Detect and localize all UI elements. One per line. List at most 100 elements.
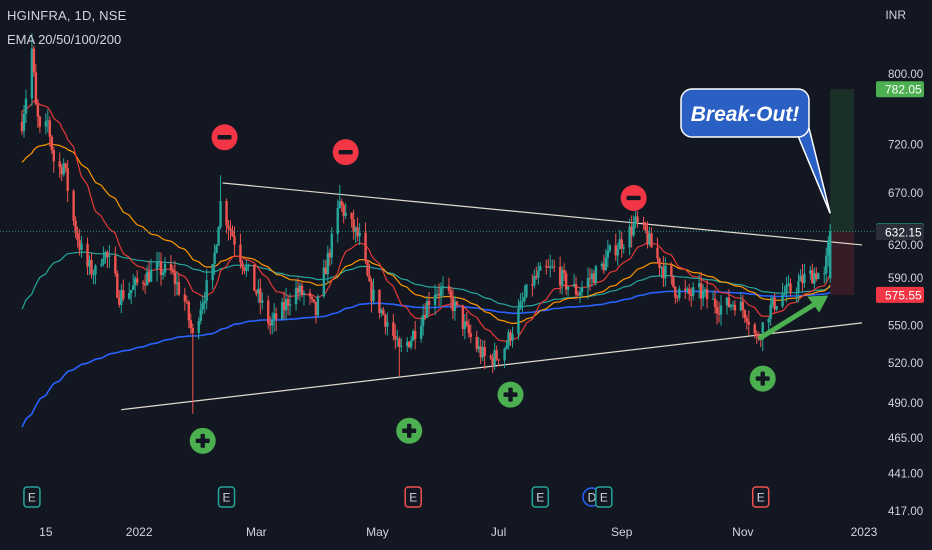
buy-signal-plus-icon — [396, 417, 423, 444]
candle-body — [634, 216, 637, 225]
candle-body — [326, 252, 330, 275]
candle-body — [130, 289, 133, 294]
candle-body — [741, 301, 745, 311]
candle-body — [356, 227, 359, 237]
sell-signal-minus-icon — [211, 124, 238, 151]
trendlines[interactable] — [121, 182, 863, 411]
candle-body — [729, 304, 733, 307]
candle-body — [419, 325, 423, 339]
candle-body — [80, 243, 83, 250]
candle-body — [489, 355, 492, 358]
candle-body — [827, 240, 830, 256]
candle-body — [231, 230, 234, 237]
candle-body — [370, 281, 373, 302]
event-letter: E — [28, 491, 36, 505]
candle-body — [171, 270, 175, 273]
candle-body — [267, 300, 270, 324]
candle-body — [437, 294, 441, 296]
candle-body — [537, 270, 540, 278]
candle-body — [672, 276, 675, 287]
candle-body — [382, 309, 385, 315]
candle-body — [94, 265, 97, 275]
candle-body — [30, 48, 34, 99]
candle-body — [465, 321, 469, 325]
y-tick-label: 620.00 — [888, 240, 923, 252]
candle-body — [670, 265, 673, 277]
candle-body — [366, 261, 369, 276]
breakout-callout[interactable]: Break-Out! — [680, 88, 831, 214]
candle-body — [795, 292, 798, 294]
signal-markers[interactable] — [189, 124, 776, 454]
candle-body — [410, 340, 413, 348]
candle-body — [128, 293, 131, 299]
y-tick-label: 490.00 — [888, 398, 923, 410]
candle-body — [771, 297, 774, 305]
candle-body — [715, 307, 719, 314]
price-label: 632.15 — [876, 223, 924, 240]
candle-body — [755, 333, 758, 337]
x-tick-label: 2023 — [851, 525, 878, 539]
candle-body — [243, 267, 246, 271]
candle-body — [731, 304, 735, 306]
candle-body — [644, 223, 647, 232]
candle-body — [141, 282, 145, 284]
candle-body — [533, 275, 536, 286]
candle-body — [711, 298, 715, 300]
candle-body — [241, 262, 244, 268]
candle-body — [102, 258, 105, 264]
buy-signal-plus-icon — [749, 365, 776, 392]
currency-label: INR — [885, 8, 906, 22]
position-tool[interactable] — [830, 89, 855, 295]
candle-body — [686, 288, 689, 291]
earnings-flag: E — [23, 486, 41, 508]
candles — [20, 33, 832, 414]
candle-body — [787, 283, 790, 285]
price-label-text: 782.05 — [885, 83, 922, 97]
candle-body — [135, 278, 139, 283]
candle-body — [650, 233, 653, 248]
candle-body — [545, 266, 548, 268]
candle-body — [592, 273, 596, 283]
callout-text: Break-Out! — [691, 103, 800, 126]
candle-body — [811, 270, 814, 284]
candle-body — [535, 275, 538, 278]
candle-body — [725, 297, 729, 306]
candle-body — [38, 116, 42, 127]
time-axis[interactable]: 15 2022 Mar May Jul Sep Nov 2023 — [39, 525, 878, 539]
candle-body — [427, 301, 431, 306]
candle-body — [552, 266, 556, 268]
candle-body — [517, 308, 520, 335]
candle-body — [100, 263, 103, 266]
candle-body — [505, 345, 508, 349]
candle-body — [628, 226, 631, 248]
candle-body — [78, 240, 81, 250]
candle-body — [308, 292, 312, 297]
candle-body — [24, 98, 28, 114]
candle-body — [435, 294, 439, 296]
candle-body — [394, 335, 397, 340]
event-letter: E — [223, 491, 231, 505]
candle-body — [507, 332, 510, 346]
candle-body — [213, 252, 216, 265]
candle-body — [368, 275, 371, 282]
breakout-arrow[interactable] — [758, 295, 829, 341]
price-axis[interactable]: 800.00 720.00 670.00 620.00 590.00 550.00 520.… — [888, 69, 923, 518]
candle-body — [64, 163, 67, 169]
candle-body — [697, 283, 701, 288]
candle-body — [62, 163, 65, 175]
candle-body — [562, 270, 566, 274]
candle-body — [215, 245, 218, 253]
candle-body — [606, 250, 610, 258]
x-tick-label: 15 — [39, 525, 53, 539]
candle-body — [66, 168, 69, 191]
candle-body — [493, 350, 496, 366]
candle-body — [781, 294, 784, 307]
candle-body — [120, 290, 123, 305]
candle-body — [255, 290, 258, 294]
candle-body — [187, 301, 191, 321]
candle-body — [789, 283, 792, 293]
candle-body — [481, 347, 484, 358]
candle-body — [161, 272, 165, 275]
